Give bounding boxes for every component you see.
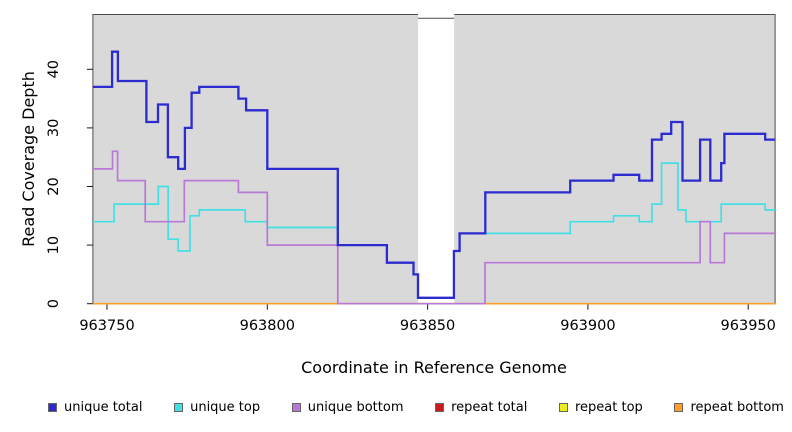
legend-label: unique bottom [307,400,404,415]
y-axis-title: Read Coverage Depth [19,71,38,247]
y-tick-label: 0 [46,299,62,308]
legend-item-unique-total: unique total [48,400,142,415]
legend-swatch-repeat-bottom [674,403,684,412]
legend-swatch-repeat-total [435,403,445,412]
legend-label: repeat top [575,400,643,415]
legend-swatch-unique-total [48,403,57,412]
legend-label: unique total [64,400,143,415]
series-line-unique-bottom [92,150,776,305]
series-line-unique-total [92,50,776,299]
legend-item-repeat-total: repeat total [435,400,527,415]
legend-label: unique top [190,400,261,415]
x-tick-label: 963850 [400,318,455,334]
x-axis-title: Coordinate in Reference Genome [301,358,567,377]
y-tick-label: 20 [46,177,62,195]
y-tick-label: 40 [46,60,62,78]
legend-label: repeat total [451,400,528,415]
x-tick-label: 963950 [721,318,776,334]
legend-label: repeat bottom [690,400,784,415]
legend-swatch-unique-top [174,403,184,412]
legend-swatch-repeat-top [559,403,568,412]
y-tick-label: 30 [46,119,62,137]
legend: unique total unique top unique bottom repea… [48,400,784,415]
legend-swatch-unique-bottom [291,403,301,412]
y-tick-label: 10 [46,236,62,254]
legend-item-unique-bottom: unique bottom [291,400,404,415]
x-tick-label: 963800 [240,318,295,334]
legend-item-unique-top: unique top [174,400,260,415]
gap-band [418,13,455,304]
x-tick-label: 963900 [560,318,615,334]
x-tick-label: 963750 [79,318,134,334]
legend-item-repeat-bottom: repeat bottom [674,400,784,415]
legend-item-repeat-top: repeat top [559,400,643,415]
